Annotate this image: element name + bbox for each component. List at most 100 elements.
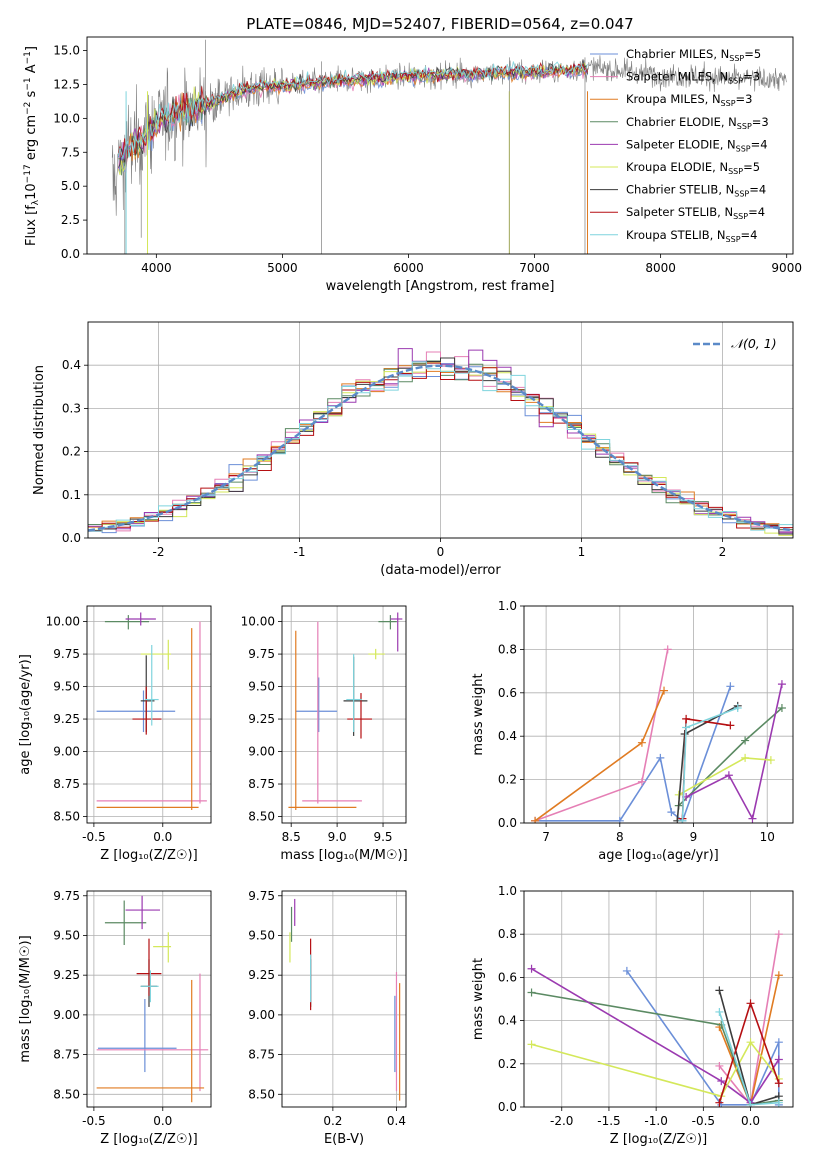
x-axis-label: (data-model)/error (380, 563, 501, 578)
x-tick-label: -2 (153, 545, 165, 559)
plot-area-mass-Z (96, 895, 209, 1103)
x-tick-label: 0.0 (741, 1114, 760, 1128)
y-tick-label: 1.0 (498, 599, 517, 613)
y-tick-label: 0.0 (61, 247, 80, 261)
plot-area-residuals (88, 348, 793, 538)
weight-marker (715, 1007, 724, 1016)
y-axis-label-part: −1 (23, 77, 33, 90)
legend-entry: 𝒩(0, 1) (731, 336, 777, 351)
x-tick-label: 8 (616, 830, 624, 844)
y-tick-label: 9.50 (53, 680, 80, 694)
weight-marker (746, 999, 755, 1008)
y-axis-label-part: λ (31, 199, 41, 205)
y-tick-label: 9.00 (53, 745, 80, 759)
axes-frame (281, 605, 407, 824)
legend-entry: Salpeter STELIB, NSSP=4 (626, 205, 765, 221)
weight-marker (678, 816, 687, 823)
y-tick-label: 9.75 (248, 647, 275, 661)
weight-line (531, 1040, 780, 1098)
legend-subscript: SSP (721, 99, 736, 108)
x-tick-label: 6000 (393, 261, 424, 275)
normal-curve (88, 364, 793, 532)
weight-marker (746, 1038, 755, 1047)
axes-frame (86, 890, 212, 1108)
y-axis-label: mass weight (471, 673, 486, 755)
weight-marker (741, 736, 750, 745)
y-tick-label: 0.2 (498, 773, 517, 787)
legend-count: =4 (741, 228, 758, 242)
x-tick-label: 2 (719, 545, 727, 559)
y-tick-label: 2.5 (61, 213, 80, 227)
y-tick-label: 9.75 (248, 889, 275, 903)
y-tick-label: 8.75 (248, 777, 275, 791)
y-tick-label: 7.5 (61, 145, 80, 159)
weight-marker (527, 988, 536, 997)
y-tick-label: 0.0 (498, 1100, 517, 1114)
weight-marker (527, 964, 536, 973)
weight-marker (715, 1098, 724, 1107)
legend-entry: Chabrier ELODIE, NSSP=3 (626, 115, 769, 131)
y-tick-label: 0.2 (62, 445, 81, 459)
legend-entry: Salpeter ELODIE, NSSP=4 (626, 137, 768, 153)
legend-count: =5 (744, 47, 761, 61)
y-tick-label: 0.6 (498, 970, 517, 984)
histogram-step (88, 361, 793, 535)
x-tick-label: 0.0 (153, 830, 172, 844)
weight-marker (774, 930, 783, 939)
legend-text: Kroupa MILES, N (626, 92, 721, 106)
y-tick-label: 9.00 (248, 745, 275, 759)
weight-line (685, 683, 783, 821)
weight-line (535, 686, 732, 823)
legend-text: Salpeter MILES, N (626, 70, 728, 84)
plot-area-mass-weight-Z (527, 930, 783, 1107)
y-tick-label: 9.75 (53, 889, 80, 903)
x-tick-label: 5000 (267, 261, 298, 275)
weight-marker (726, 721, 735, 730)
y-tick-label: 8.50 (248, 1087, 275, 1101)
weight-marker (715, 1061, 724, 1070)
y-tick-label: 9.50 (248, 680, 275, 694)
y-tick-label: 9.00 (248, 1008, 275, 1022)
axes-frame (86, 605, 212, 824)
legend-count: =4 (749, 183, 766, 197)
legend-text: Chabrier MILES, N (626, 47, 729, 61)
y-axis-label: mass [log₁₀(M/M☉)] (18, 935, 33, 1062)
model-spectrum-line (118, 61, 588, 159)
legend-text: Salpeter ELODIE, N (626, 137, 736, 151)
legend-count: =4 (751, 137, 768, 151)
y-axis-label-part: A (24, 64, 39, 77)
y-tick-label: 10.00 (241, 615, 275, 629)
chart-age-mass: 8.5 9.0 9.5 8.50 8.75 9.00 9.25 9.50 9.75 10.00 ma… (241, 605, 408, 863)
legend-count: =5 (743, 160, 760, 174)
y-tick-label: 9.75 (53, 647, 80, 661)
x-tick-label: 10 (760, 830, 775, 844)
legend-subscript: SSP (736, 144, 751, 153)
legend-entry: Kroupa MILES, NSSP=3 (626, 92, 752, 108)
y-tick-label: 0.3 (62, 401, 81, 415)
y-tick-label: 10.00 (46, 615, 80, 629)
plot-area-spectrum (111, 39, 787, 254)
x-axis-label: wavelength [Angstrom, rest frame] (326, 279, 555, 294)
x-axis-label: Z [log₁₀(Z/Z☉)] (610, 1132, 707, 1147)
y-tick-label: 12.5 (53, 77, 80, 91)
y-axis-label-part: −1 (23, 51, 33, 64)
weight-marker (637, 738, 646, 747)
legend-text: Chabrier ELODIE, N (626, 115, 737, 129)
y-tick-label: 8.75 (53, 777, 80, 791)
y-axis-label-part: s (24, 90, 39, 101)
y-tick-label: 0.6 (498, 686, 517, 700)
legend-subscript: SSP (733, 212, 748, 221)
x-tick-label: 0.4 (387, 1114, 406, 1128)
y-tick-label: 15.0 (53, 44, 80, 58)
plot-area-age-mass (288, 612, 403, 811)
x-tick-label: -2.0 (550, 1114, 573, 1128)
legend-entry: Kroupa ELODIE, NSSP=5 (626, 160, 760, 176)
x-tick-label: 9.5 (373, 830, 392, 844)
x-axis-label: Z [log₁₀(Z/Z☉)] (100, 848, 197, 863)
y-tick-label: 1.0 (498, 884, 517, 898)
y-axis-label: age [log₁₀(age/yr)] (18, 654, 33, 775)
weight-marker (682, 714, 691, 723)
chart-mass-weight-Z: -2.0 -1.5 -1.0 -0.5 0.0 0.0 0.2 0.4 0.6 0.8 1.0 Z [… (471, 884, 794, 1147)
x-axis-label: mass [log₁₀(M/M☉)] (280, 848, 407, 863)
weight-marker (774, 971, 783, 980)
